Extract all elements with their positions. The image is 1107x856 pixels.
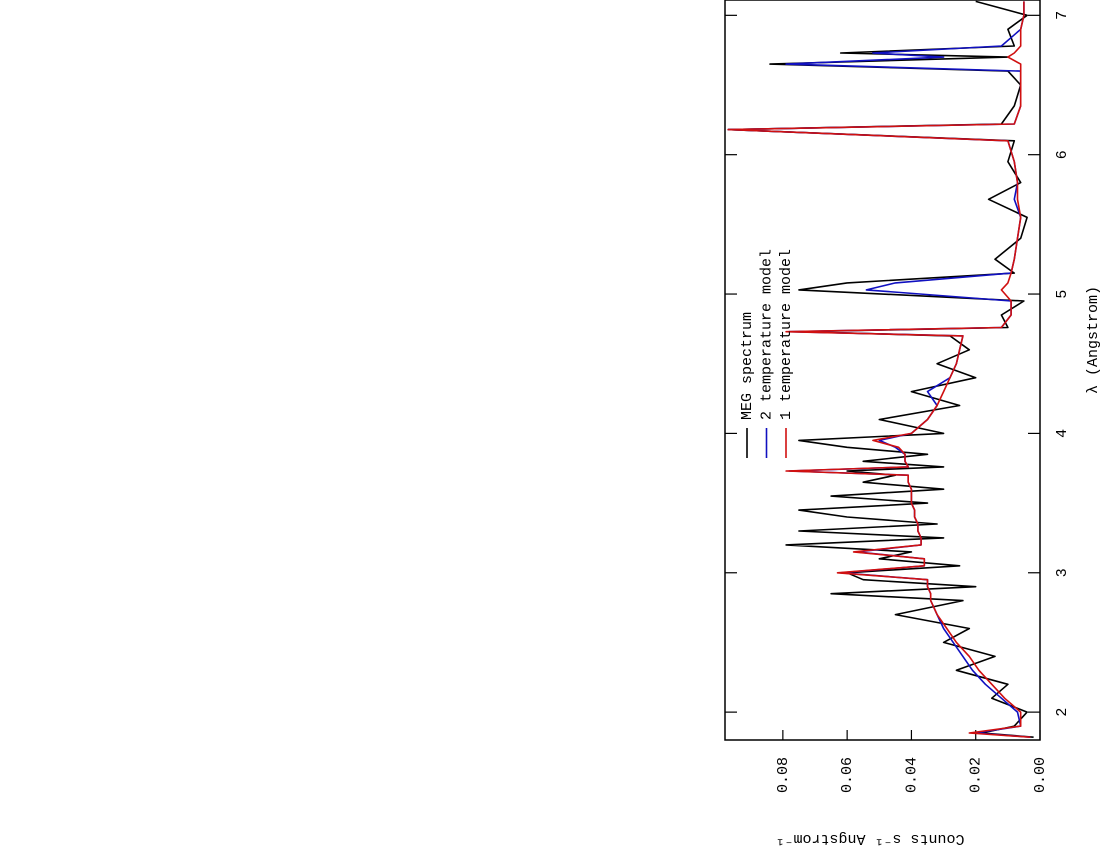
x-tick-label: 2 xyxy=(1054,708,1071,717)
plot-frame xyxy=(724,0,1041,741)
x-axis-label: λ (Angstrom) xyxy=(1085,286,1102,394)
y-tick-label: 0.02 xyxy=(968,757,985,793)
series-line xyxy=(727,1,1031,738)
x-tick-label: 3 xyxy=(1054,568,1071,577)
legend-label: 1 temperature model xyxy=(778,249,795,420)
y-tick-label: 0.00 xyxy=(1032,757,1049,793)
x-tick-label: 6 xyxy=(1054,150,1071,159)
legend-label: MEG spectrum xyxy=(739,312,756,420)
y-tick-label: 0.08 xyxy=(775,757,792,793)
x-tick-label: 7 xyxy=(1054,11,1071,20)
legend-label: 2 temperature model xyxy=(758,249,775,420)
y-tick-label: 0.06 xyxy=(839,757,856,793)
x-tick-label: 4 xyxy=(1054,429,1071,438)
y-tick-label: 0.04 xyxy=(903,757,920,793)
y-axis-label: Counts s⁻¹ Angstrom⁻¹ xyxy=(775,830,964,847)
x-tick-label: 5 xyxy=(1054,290,1071,299)
